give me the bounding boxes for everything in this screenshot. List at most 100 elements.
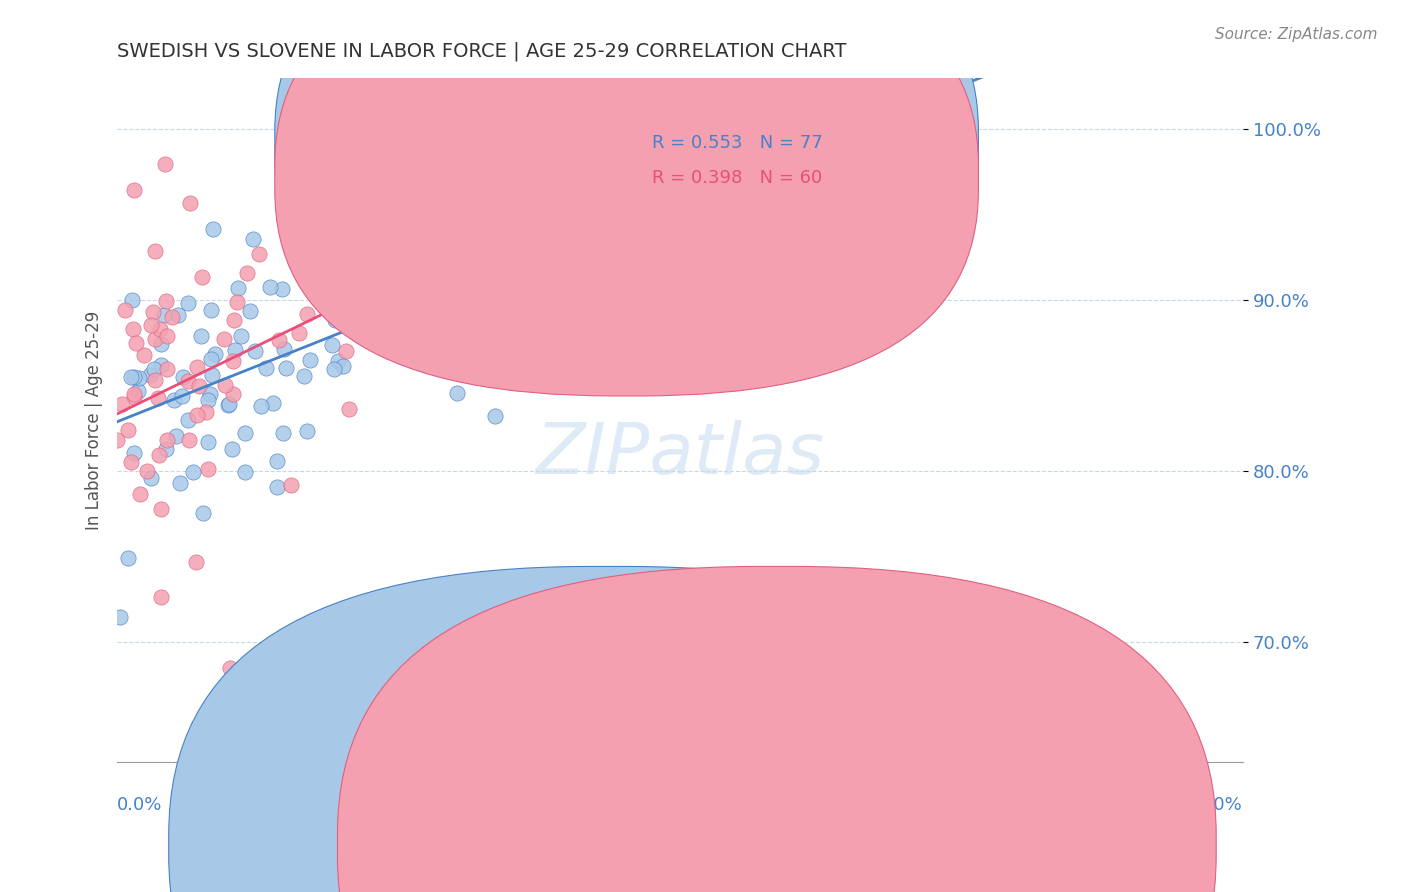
Text: SWEDISH VS SLOVENE IN LABOR FORCE | AGE 25-29 CORRELATION CHART: SWEDISH VS SLOVENE IN LABOR FORCE | AGE …	[117, 42, 846, 62]
Slovenes	[141, 318, 163, 333]
Swedes	[249, 399, 271, 413]
Text: ZIPatlas: ZIPatlas	[536, 419, 824, 489]
Swedes	[266, 480, 288, 494]
Swedes	[165, 429, 187, 443]
Swedes	[292, 368, 315, 383]
Slovenes	[269, 334, 291, 348]
Swedes	[276, 223, 298, 237]
Swedes	[149, 359, 172, 373]
Slovenes	[143, 332, 166, 346]
FancyBboxPatch shape	[591, 112, 894, 208]
Swedes	[191, 507, 214, 521]
Swedes	[190, 329, 212, 343]
Swedes	[197, 392, 219, 407]
Slovenes	[145, 373, 167, 387]
Swedes	[821, 104, 844, 119]
Swedes	[301, 268, 323, 282]
Slovenes	[124, 335, 146, 350]
Swedes	[181, 466, 204, 480]
Y-axis label: In Labor Force | Age 25-29: In Labor Force | Age 25-29	[86, 310, 103, 530]
Slovenes	[120, 455, 142, 469]
Slovenes	[214, 377, 236, 392]
Swedes	[402, 318, 425, 332]
Swedes	[177, 296, 200, 310]
Slovenes	[148, 449, 170, 463]
Slovenes	[191, 270, 214, 285]
Swedes	[233, 425, 256, 440]
Swedes	[139, 368, 162, 382]
Slovenes	[155, 329, 177, 343]
Swedes	[167, 308, 190, 322]
Slovenes	[146, 391, 169, 405]
Swedes	[218, 397, 240, 411]
Swedes	[120, 370, 142, 384]
Swedes	[332, 359, 354, 374]
Swedes	[274, 361, 297, 376]
Swedes	[484, 409, 506, 423]
Text: R = 0.553   N = 77: R = 0.553 N = 77	[652, 134, 823, 152]
Swedes	[200, 303, 222, 318]
Swedes	[153, 308, 176, 322]
Slovenes	[110, 397, 132, 411]
Swedes	[295, 424, 318, 438]
Slovenes	[247, 247, 270, 261]
Slovenes	[304, 213, 326, 227]
Swedes	[254, 360, 277, 375]
Slovenes	[186, 555, 208, 569]
Swedes	[224, 343, 246, 357]
Text: Source: ZipAtlas.com: Source: ZipAtlas.com	[1215, 27, 1378, 42]
Swedes	[326, 354, 349, 368]
Swedes	[262, 396, 284, 410]
Swedes	[127, 384, 149, 398]
Swedes	[321, 338, 343, 352]
Swedes	[204, 347, 226, 361]
Swedes	[201, 368, 224, 383]
Swedes	[155, 442, 177, 457]
Swedes	[446, 386, 468, 401]
Swedes	[271, 426, 294, 441]
Slovenes	[135, 464, 157, 478]
Slovenes	[134, 349, 156, 363]
Slovenes	[149, 590, 172, 604]
Slovenes	[122, 183, 145, 197]
Swedes	[172, 370, 194, 384]
Slovenes	[179, 433, 201, 447]
Slovenes	[212, 332, 235, 346]
Slovenes	[599, 172, 621, 186]
Swedes	[350, 314, 373, 328]
Swedes	[243, 343, 266, 358]
Swedes	[202, 221, 225, 235]
Swedes	[593, 316, 616, 330]
Slovenes	[291, 227, 314, 241]
Swedes	[200, 351, 222, 366]
Slovenes	[156, 434, 179, 448]
Slovenes	[197, 462, 219, 476]
Slovenes	[295, 307, 318, 321]
Swedes	[198, 386, 221, 401]
Text: 80.0%: 80.0%	[1187, 797, 1243, 814]
Swedes	[169, 475, 191, 490]
Slovenes	[339, 401, 361, 416]
Slovenes	[153, 157, 176, 171]
Slovenes	[156, 362, 179, 376]
Swedes	[121, 293, 143, 307]
Swedes	[122, 370, 145, 384]
Swedes	[323, 196, 346, 211]
Slovenes	[510, 128, 533, 143]
Slovenes	[224, 312, 246, 326]
Swedes	[226, 281, 249, 295]
Slovenes	[510, 104, 533, 119]
Text: Swedes: Swedes	[633, 836, 702, 854]
Slovenes	[274, 670, 297, 684]
Slovenes	[222, 354, 245, 368]
Slovenes	[361, 210, 384, 224]
Swedes	[266, 453, 288, 467]
Swedes	[273, 342, 295, 356]
Slovenes	[117, 423, 139, 437]
Slovenes	[149, 321, 172, 335]
Swedes	[177, 413, 200, 427]
Slovenes	[162, 310, 184, 324]
Slovenes	[179, 195, 201, 210]
Slovenes	[335, 343, 357, 358]
Slovenes	[246, 683, 269, 698]
